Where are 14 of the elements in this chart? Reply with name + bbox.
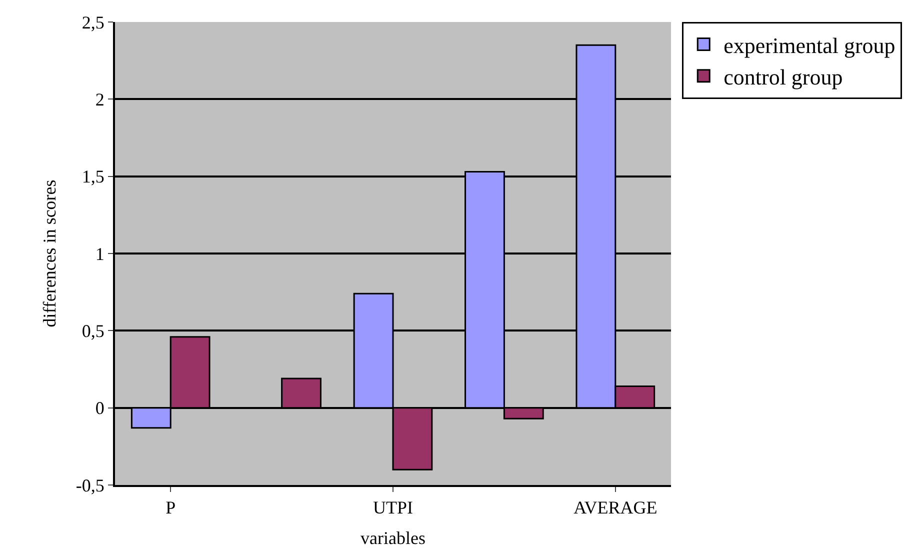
x-tick-label: UTPI (373, 498, 414, 518)
x-axis-title: variables (360, 528, 426, 548)
legend-label: control group (724, 64, 843, 90)
y-tick-label: -0,5 (76, 475, 104, 496)
y-tick-label: 2,5 (82, 12, 104, 32)
legend-label: experimental group (724, 32, 896, 58)
y-tick-label: 0 (95, 398, 104, 418)
x-tick-label: AVERAGE (574, 498, 658, 518)
y-tick-label: 2 (95, 89, 104, 110)
x-tick-label: P (166, 498, 176, 518)
y-axis-title: differences in scores (40, 180, 60, 328)
y-tick-label: 1,5 (82, 166, 104, 187)
y-tick-label: 1 (95, 244, 104, 264)
y-tick-label: 0,5 (82, 320, 104, 341)
